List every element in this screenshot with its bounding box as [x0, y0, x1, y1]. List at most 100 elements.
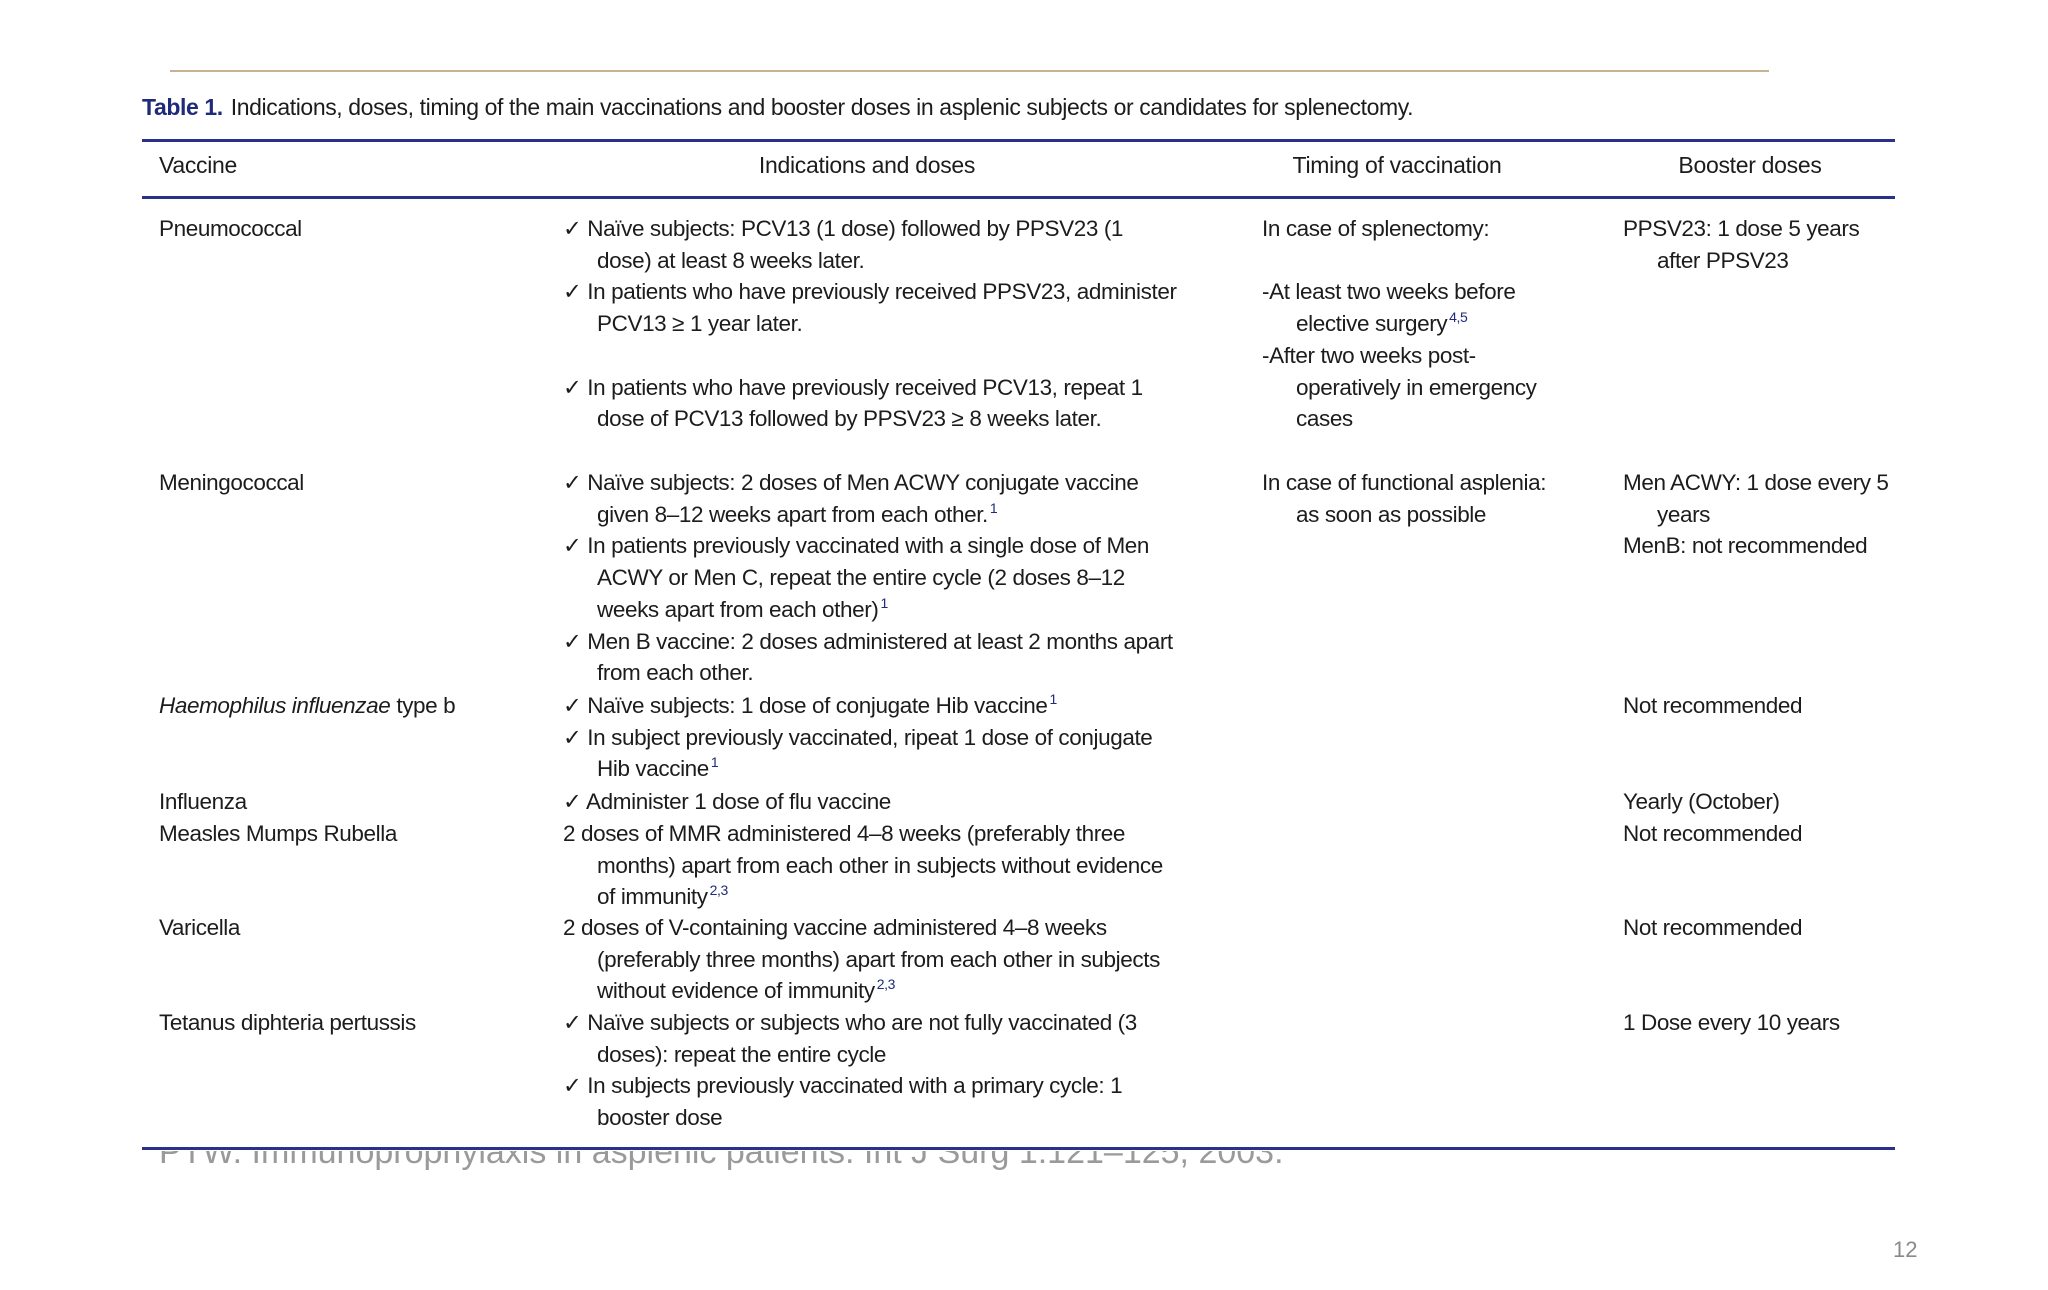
column-header: Vaccine: [159, 152, 238, 178]
indication: ✓ In subjects previously vaccinated with…: [563, 1070, 1183, 1133]
indication-text: ✓ In patients previously vaccinated with…: [563, 533, 1150, 622]
vaccine-name: Pneumococcal: [159, 216, 302, 241]
indications-cell: 2 doses of MMR administered 4–8 weeks (p…: [563, 818, 1183, 913]
indication: ✓ Naïve subjects or subjects who are not…: [563, 1007, 1183, 1070]
table-caption: Table 1. Indications, doses, timing of th…: [142, 94, 1414, 121]
timing: In case of splenectomy:: [1262, 213, 1562, 245]
reference: 4,5: [1449, 309, 1468, 326]
booster: PPSV23: 1 dose 5 years after PPSV23: [1623, 213, 1893, 276]
indication: ✓ Naïve subjects: 1 dose of conjugate Hi…: [563, 690, 1183, 722]
booster: Men ACWY: 1 dose every 5 years: [1623, 467, 1893, 530]
reference: 1: [1049, 691, 1058, 707]
timing-cell: In case of functional asplenia: as soon …: [1262, 467, 1562, 530]
table-top-rule: [142, 139, 1895, 142]
caption-text: Indications, doses, timing of the main v…: [230, 94, 1414, 120]
timing: In case of functional asplenia: as soon …: [1262, 467, 1562, 530]
vaccine-cell: Haemophilus influenzae type b: [159, 690, 549, 722]
booster-text: Not recommended: [1623, 821, 1803, 846]
booster-text: PPSV23: 1 dose 5 years after PPSV23: [1623, 216, 1860, 273]
booster: Not recommended: [1623, 690, 1893, 722]
vaccine-name: Meningococcal: [159, 470, 304, 495]
booster-text: Not recommended: [1623, 915, 1803, 940]
timing: -At least two weeks before elective surg…: [1262, 276, 1562, 339]
timing-text: -After two weeks post-operatively in eme…: [1262, 342, 1537, 432]
vaccine-name: Varicella: [159, 915, 241, 940]
booster-cell: PPSV23: 1 dose 5 years after PPSV23: [1623, 213, 1893, 276]
indication-text: ✓ Naïve subjects: 2 doses of Men ACWY co…: [563, 470, 1139, 527]
indication: 2 doses of V-containing vaccine administ…: [563, 912, 1183, 1007]
vaccine-cell: Tetanus diphteria pertussis: [159, 1007, 549, 1039]
vaccine-cell: Measles Mumps Rubella: [159, 818, 549, 850]
vaccine-cell: Varicella: [159, 912, 549, 944]
booster-cell: Not recommended: [1623, 912, 1893, 944]
timing-cell: In case of splenectomy: -At least two wee…: [1262, 213, 1562, 435]
vaccine-cell: Pneumococcal: [159, 213, 549, 245]
booster-cell: 1 Dose every 10 years: [1623, 1007, 1893, 1039]
vaccine-name: Tetanus diphteria pertussis: [159, 1010, 416, 1035]
indication-text: ✓ In subject previously vaccinated, ripe…: [563, 724, 1153, 782]
booster-text: Men ACWY: 1 dose every 5 years: [1623, 470, 1889, 527]
booster-cell: Not recommended: [1623, 690, 1893, 722]
booster: Yearly (October): [1623, 786, 1893, 818]
indication: ✓ Naïve subjects: PCV13 (1 dose) followe…: [563, 213, 1183, 276]
vaccine-cell: Influenza: [159, 786, 549, 818]
timing-text: In case of functional asplenia: as soon …: [1262, 470, 1547, 527]
timing: -After two weeks post-operatively in eme…: [1262, 340, 1562, 435]
column-header: Indications and doses: [758, 152, 976, 178]
reference: 1: [989, 499, 998, 516]
booster: 1 Dose every 10 years: [1623, 1007, 1893, 1039]
column-header: Timing of vaccination: [1292, 152, 1502, 178]
indication-text: ✓ Naïve subjects or subjects who are not…: [563, 1010, 1137, 1067]
indication: ✓ Administer 1 dose of flu vaccine: [563, 786, 1183, 818]
reference: 2,3: [709, 882, 729, 899]
booster-cell: Men ACWY: 1 dose every 5 years MenB: not …: [1623, 467, 1893, 562]
vaccine-italic: Haemophilus influenzae: [159, 693, 391, 718]
table-label: Table 1.: [142, 94, 223, 120]
indications-cell: ✓ Naïve subjects: 2 doses of Men ACWY co…: [563, 467, 1183, 689]
indication-text: ✓ Men B vaccine: 2 doses administered at…: [563, 628, 1173, 686]
reference: 2,3: [876, 976, 896, 993]
indication-text: ✓ Administer 1 dose of flu vaccine: [563, 789, 891, 814]
reference: 1: [710, 754, 719, 771]
top-rule: [170, 70, 1769, 72]
indication: 2 doses of MMR administered 4–8 weeks (p…: [563, 818, 1183, 913]
indication-text: ✓ In patients who have previously receiv…: [563, 374, 1143, 432]
indication: ✓ Naïve subjects: 2 doses of Men ACWY co…: [563, 467, 1183, 530]
indications-cell: ✓ Naïve subjects: 1 dose of conjugate Hi…: [563, 690, 1183, 785]
table-bottom-rule: [142, 1147, 1895, 1150]
booster-cell: Not recommended: [1623, 818, 1893, 850]
indication: ✓ Men B vaccine: 2 doses administered at…: [563, 626, 1183, 689]
indication: ✓ In subject previously vaccinated, ripe…: [563, 722, 1183, 785]
footnote: PTW. Immunoprophylaxis in asplenic patie…: [159, 1151, 1359, 1173]
indication: ✓ In patients who have previously receiv…: [563, 276, 1183, 339]
indications-cell: ✓ Naïve subjects or subjects who are not…: [563, 1007, 1183, 1134]
vaccine-cell: Meningococcal: [159, 467, 549, 499]
indication: ✓ In patients who have previously receiv…: [563, 372, 1183, 435]
indication-text: ✓ Naïve subjects: 1 dose of conjugate Hi…: [563, 693, 1048, 718]
booster-text: MenB: not recommended: [1623, 533, 1868, 559]
indication: ✓ In patients previously vaccinated with…: [563, 530, 1183, 625]
vaccine-name: Influenza: [159, 789, 247, 814]
booster: Not recommended: [1623, 912, 1893, 944]
header-rule: [142, 196, 1895, 199]
indication-text: 2 doses of V-containing vaccine administ…: [563, 915, 1160, 1004]
vaccine-name: type b: [396, 693, 456, 718]
vaccine-name: Measles Mumps Rubella: [159, 821, 397, 846]
indications-cell: 2 doses of V-containing vaccine administ…: [563, 912, 1183, 1007]
indications-cell: ✓ Naïve subjects: PCV13 (1 dose) followe…: [563, 213, 1183, 435]
booster-text: Not recommended: [1623, 693, 1803, 718]
column-header: Booster doses: [1678, 152, 1822, 178]
timing-text: -At least two weeks before elective surg…: [1262, 279, 1516, 337]
booster: MenB: not recommended: [1623, 530, 1893, 562]
indication-text: ✓ In subjects previously vaccinated with…: [563, 1073, 1123, 1131]
indication-text: ✓ Naïve subjects: PCV13 (1 dose) followe…: [563, 216, 1124, 273]
reference: 1: [880, 594, 888, 611]
booster: Not recommended: [1623, 818, 1893, 850]
indication-text: 2 doses of MMR administered 4–8 weeks (p…: [563, 821, 1163, 910]
booster-text: 1 Dose every 10 years: [1623, 1010, 1840, 1035]
indications-cell: ✓ Administer 1 dose of flu vaccine: [563, 786, 1183, 818]
page-number: 12: [1893, 1237, 1918, 1262]
booster-text: Yearly (October): [1623, 789, 1780, 814]
indication-text: ✓ In patients who have previously receiv…: [563, 279, 1177, 337]
